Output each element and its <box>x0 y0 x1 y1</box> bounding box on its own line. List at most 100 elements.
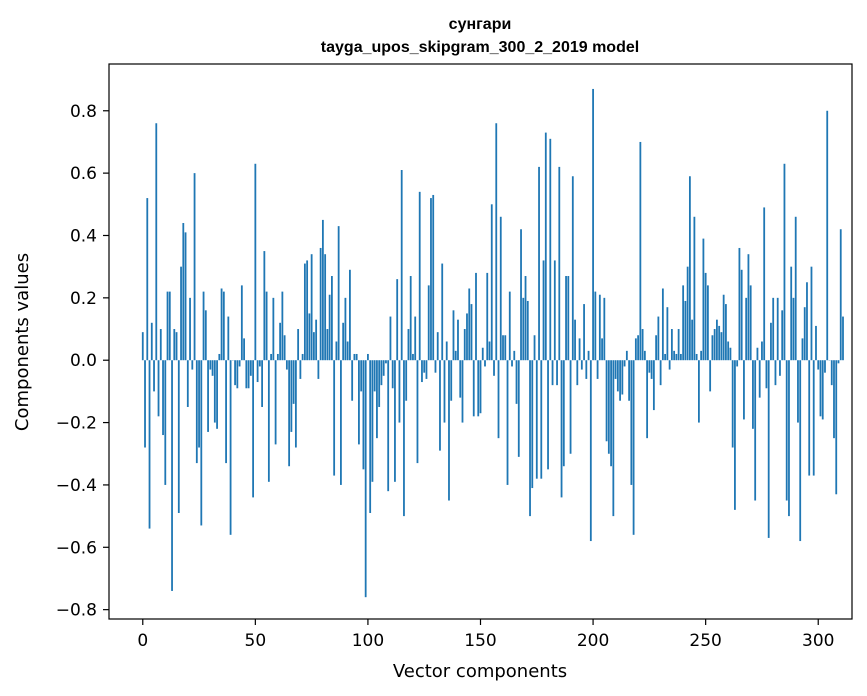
bar-9 <box>162 360 164 436</box>
y-tick-label: −0.6 <box>56 538 97 558</box>
bar-74 <box>308 313 311 361</box>
bar-296 <box>808 360 811 476</box>
bar-82 <box>326 329 329 361</box>
bar-180 <box>547 360 549 470</box>
bar-125 <box>423 360 426 373</box>
x-tick-label: 0 <box>137 631 148 651</box>
bar-35 <box>220 288 223 361</box>
bar-151 <box>481 347 484 361</box>
bar-185 <box>558 166 561 361</box>
bar-202 <box>596 360 599 379</box>
bar-239 <box>679 353 682 361</box>
bar-153 <box>486 272 489 361</box>
bar-175 <box>535 360 538 479</box>
bar-290 <box>794 216 797 361</box>
bar-79 <box>319 247 322 361</box>
x-axis-label: Vector components <box>393 661 567 682</box>
bar-143 <box>463 329 466 361</box>
bar-240 <box>682 285 685 361</box>
bar-215 <box>625 350 628 361</box>
bar-110 <box>389 316 392 361</box>
bar-103 <box>373 360 376 392</box>
bar-270 <box>749 285 752 361</box>
bar-141 <box>459 360 462 398</box>
bar-142 <box>461 360 464 423</box>
x-tick-label: 200 <box>577 631 609 651</box>
bar-59 <box>274 360 277 445</box>
bar-229 <box>657 316 660 361</box>
bar-94 <box>353 353 356 361</box>
bar-88 <box>340 360 342 485</box>
bar-150 <box>479 360 482 414</box>
bar-231 <box>661 288 664 361</box>
bar-311 <box>842 316 844 361</box>
bar-47 <box>247 360 250 389</box>
bar-78 <box>317 360 320 379</box>
bar-263 <box>734 360 736 510</box>
bar-260 <box>727 341 730 361</box>
bar-81 <box>324 254 327 361</box>
bar-108 <box>385 360 387 364</box>
bar-6 <box>155 123 158 361</box>
bar-195 <box>580 360 583 370</box>
bar-21 <box>189 297 191 361</box>
bar-264 <box>736 360 739 367</box>
bar-85 <box>333 360 336 476</box>
bar-111 <box>391 360 394 389</box>
bar-39 <box>229 360 232 535</box>
bar-259 <box>725 304 727 361</box>
bar-139 <box>454 350 457 361</box>
bar-252 <box>709 360 712 392</box>
bar-62 <box>281 291 284 361</box>
bar-98 <box>362 360 365 470</box>
bar-308 <box>835 360 838 495</box>
bar-173 <box>531 360 534 489</box>
bar-60 <box>276 353 279 361</box>
bar-75 <box>310 254 313 361</box>
bar-152 <box>484 360 486 367</box>
bar-169 <box>522 297 525 361</box>
bar-68 <box>294 360 297 448</box>
bar-256 <box>718 325 721 361</box>
bar-176 <box>538 166 540 361</box>
bar-197 <box>585 360 588 379</box>
bar-184 <box>556 360 558 386</box>
bar-186 <box>560 360 563 498</box>
bar-126 <box>425 360 428 379</box>
bar-37 <box>225 360 227 464</box>
bar-16 <box>177 360 180 513</box>
y-tick-label: −0.2 <box>56 414 97 434</box>
bar-166 <box>515 360 518 404</box>
bar-133 <box>441 263 444 361</box>
bar-63 <box>283 335 286 361</box>
bar-29 <box>207 360 209 432</box>
bar-302 <box>821 360 824 420</box>
bar-36 <box>222 291 225 361</box>
y-axis-label: Components values <box>12 253 33 431</box>
bar-221 <box>639 141 642 361</box>
bar-127 <box>427 285 430 361</box>
bar-46 <box>245 360 248 389</box>
bar-156 <box>493 360 495 376</box>
bar-105 <box>378 360 381 407</box>
bar-208 <box>610 360 612 467</box>
bar-31 <box>211 360 214 376</box>
bar-299 <box>815 325 817 361</box>
bar-45 <box>243 338 245 361</box>
bar-55 <box>265 291 268 361</box>
bar-168 <box>520 229 522 361</box>
bar-244 <box>691 319 694 361</box>
bar-41 <box>234 360 236 386</box>
bar-170 <box>524 276 527 361</box>
bar-241 <box>684 300 687 361</box>
bar-248 <box>700 350 703 361</box>
bar-52 <box>258 360 261 367</box>
bar-288 <box>790 266 793 361</box>
bar-226 <box>650 360 653 379</box>
bar-193 <box>576 360 579 386</box>
y-tick-label: 0.6 <box>70 164 97 184</box>
bar-5 <box>153 360 155 392</box>
bar-71 <box>301 353 304 361</box>
bar-206 <box>605 360 608 442</box>
bar-137 <box>450 360 453 401</box>
